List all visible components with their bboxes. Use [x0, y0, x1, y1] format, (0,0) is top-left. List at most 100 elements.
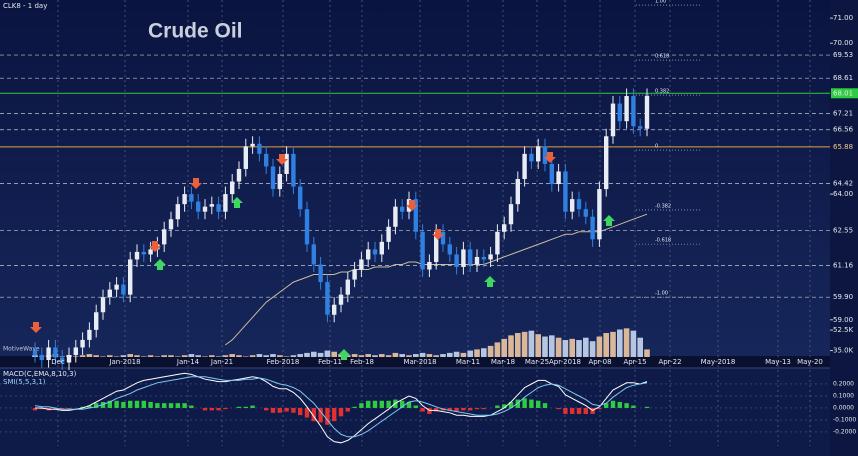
volume-bar	[100, 356, 106, 357]
candle-body	[148, 249, 153, 255]
volume-bar	[351, 354, 358, 357]
volume-bar	[562, 340, 569, 357]
candle-body	[304, 209, 310, 245]
volume-bar	[154, 356, 161, 357]
volume-bar	[107, 355, 113, 357]
fib-label: 1.00	[655, 0, 666, 5]
volume-bar	[617, 329, 623, 357]
x-tick-label: Feb-11	[318, 358, 342, 366]
candle-body	[495, 231, 500, 255]
volume-bar	[644, 349, 650, 357]
volume-bar	[202, 356, 208, 357]
volume-bar	[426, 354, 433, 357]
volume-bar	[249, 355, 256, 357]
macd-histogram-bar	[495, 405, 500, 408]
macd-histogram-bar	[277, 407, 282, 413]
candle-body	[114, 284, 119, 290]
candle-body	[386, 226, 391, 242]
up-arrow	[231, 197, 243, 208]
candle-body	[209, 204, 214, 207]
candle-body	[73, 347, 78, 355]
volume-bar	[358, 355, 365, 357]
candle-body	[223, 194, 228, 212]
macd-histogram-bar	[66, 407, 72, 410]
up-arrow	[603, 215, 615, 226]
candle-body	[440, 231, 446, 245]
candle-body	[87, 329, 92, 340]
macd-histogram-bar	[60, 407, 65, 410]
price-axis	[830, 0, 858, 456]
volume-bar	[623, 328, 630, 357]
level-label: 62.55	[833, 227, 853, 235]
x-tick-label: Feb-18	[350, 358, 374, 366]
candle-body	[597, 189, 602, 240]
macd-histogram-bar	[542, 403, 548, 408]
macd-histogram-bar	[597, 407, 602, 410]
macd-histogram-bar	[434, 407, 439, 412]
x-tick-label: Mar-18	[491, 358, 515, 366]
macd-histogram-bar	[617, 401, 622, 408]
level-badge	[831, 88, 858, 99]
candle-body	[427, 261, 432, 270]
candle-body	[481, 256, 486, 260]
level-label: 64.42	[833, 180, 853, 188]
macd-histogram-bar	[223, 407, 228, 410]
candle-body	[318, 264, 323, 283]
candle-body	[583, 209, 588, 217]
volume-bar	[270, 354, 276, 357]
candle-body	[576, 199, 582, 210]
volume-bar	[141, 356, 147, 357]
y-tick-label: 71.00	[833, 14, 853, 22]
candle-body	[638, 126, 643, 129]
candle-body	[590, 216, 595, 240]
macd-histogram-bar	[100, 401, 106, 408]
macd-histogram-bar	[80, 406, 85, 408]
macd-histogram-bar	[332, 407, 337, 422]
macd-histogram-bar	[250, 405, 255, 408]
macd-histogram-bar	[508, 401, 514, 408]
macd-histogram-bar	[182, 403, 187, 408]
candle-body	[474, 256, 480, 265]
volume-bar	[392, 352, 399, 357]
fib-label: -0.618	[655, 238, 671, 244]
candle-body	[420, 231, 425, 270]
macd-histogram-bar	[604, 403, 609, 408]
candle-body	[107, 289, 112, 298]
volume-bar	[630, 330, 637, 357]
volume-bar	[195, 355, 201, 357]
x-tick-label: Apr-22	[658, 358, 681, 366]
volume-bar	[134, 355, 140, 357]
candle-body	[631, 96, 636, 127]
x-tick-label: Jan-2018	[108, 358, 140, 366]
volume-bar	[583, 337, 589, 357]
candle-body	[556, 171, 561, 185]
volume-bar	[181, 355, 188, 357]
candle-body	[202, 206, 208, 212]
macd-tick-label: 0.0000	[833, 404, 854, 411]
candle-body	[379, 241, 384, 255]
x-tick-label: Feb-2018	[267, 358, 300, 366]
macd-histogram-bar	[420, 407, 425, 412]
volume-bar	[147, 355, 154, 357]
candle-body	[366, 249, 371, 260]
macd-histogram-bar	[576, 407, 582, 414]
volume-bar	[222, 355, 229, 357]
candle-body	[502, 224, 507, 232]
volume-bar	[481, 348, 487, 357]
volume-bar	[283, 356, 290, 357]
macd-histogram-bar	[400, 400, 405, 408]
volume-bar	[453, 351, 460, 357]
macd-panel	[0, 368, 830, 456]
macd-histogram-bar	[366, 400, 371, 408]
macd-histogram-bar	[243, 406, 248, 408]
candle-body	[359, 259, 364, 270]
volume-bar	[535, 334, 541, 357]
candle-body	[250, 143, 255, 147]
macd-histogram-bar	[529, 399, 534, 408]
macd-histogram-bar	[427, 407, 432, 414]
volume-bar	[304, 352, 310, 357]
macd-subtitle: SMI(5,5,3,1)	[3, 378, 46, 386]
candle-body	[100, 297, 106, 313]
volume-bar	[419, 352, 426, 357]
